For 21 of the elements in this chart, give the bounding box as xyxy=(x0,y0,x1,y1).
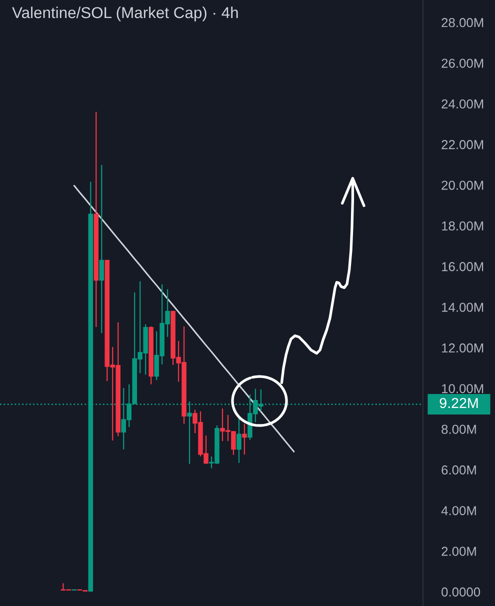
y-tick-label: 28.00M xyxy=(442,18,484,28)
y-tick-label: 14.00M xyxy=(442,302,484,312)
y-tick-label: 0.0000 xyxy=(442,587,480,597)
y-tick-label: 16.00M xyxy=(442,262,484,272)
candlestick xyxy=(242,423,247,456)
y-tick-label: 26.00M xyxy=(442,58,484,68)
ref-line-label: 9.22M xyxy=(440,398,478,408)
y-tick-label: 4.00M xyxy=(441,506,476,516)
y-tick-label: 20.00M xyxy=(442,180,484,190)
y-tick-label: 22.00M xyxy=(442,140,484,150)
candlestick xyxy=(99,164,104,334)
y-tick-label: 12.00M xyxy=(442,343,484,353)
y-tick-label: 10.00M xyxy=(442,384,484,394)
y-tick-label: 2.00M xyxy=(442,546,476,556)
y-tick-label: 6.00M xyxy=(442,465,476,475)
y-tick-label: 8.00M xyxy=(442,424,476,434)
candlestick xyxy=(236,416,242,464)
line-series xyxy=(73,184,295,452)
chart-title: Valentine/SOL (Market Cap) · 4h xyxy=(12,6,238,22)
y-tick-label: 24.00M xyxy=(442,99,484,109)
y-tick-label: 18.00M xyxy=(442,221,484,231)
